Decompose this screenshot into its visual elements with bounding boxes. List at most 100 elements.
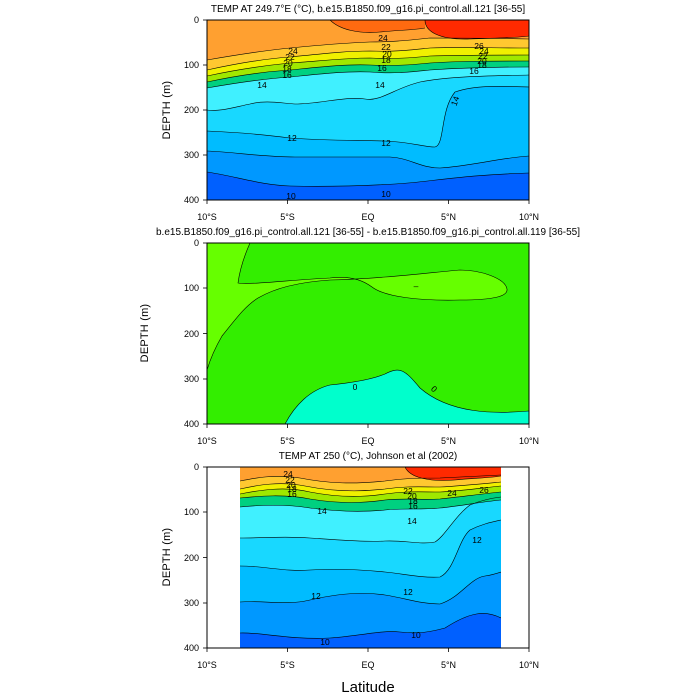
panel-3-contour-labels: 24 22 20 18 16 14 22 20 18 16 14 24 26 1…: [283, 469, 489, 647]
contour-label: 0: [429, 384, 440, 395]
p2-band-neg-a: [285, 370, 529, 424]
panel-2-contour-lines: [207, 243, 529, 424]
panel-3-contour-fill: [240, 467, 501, 648]
contour-label: 12: [403, 587, 413, 597]
contour-label: 20: [283, 58, 293, 68]
contour-label: 22: [478, 51, 488, 61]
y-tick-label: 100: [184, 60, 199, 70]
contour-label: 14: [375, 80, 385, 90]
panel-2-contour-labels: 0 0 –: [353, 281, 440, 394]
contour-label: 14: [407, 516, 417, 526]
contour-label: 16: [377, 63, 387, 73]
contour-label: 12: [472, 535, 482, 545]
panel-2-contour-fill: [207, 243, 529, 424]
y-tick-label: 100: [184, 507, 199, 517]
x-tick-label: 5°S: [280, 436, 295, 446]
x-tick-label: 10°N: [519, 212, 539, 222]
contour-label: 20: [286, 480, 296, 490]
x-tick-label: 10°S: [197, 212, 217, 222]
x-tick-label: 10°N: [519, 660, 539, 670]
panel-1-ticks: [203, 19, 530, 204]
panel-3: TEMP AT 250 (°C), Johnson et al (2002): [161, 451, 539, 696]
contour-label: 26: [474, 41, 484, 51]
contour-label: 24: [447, 488, 457, 498]
contour-label: 20: [382, 49, 392, 59]
y-tick-label: 300: [184, 374, 199, 384]
panel-3-title: TEMP AT 250 (°C), Johnson et al (2002): [279, 451, 458, 462]
x-tick-label: EQ: [361, 212, 374, 222]
contour-label: 10: [381, 189, 391, 199]
x-tick-label: 5°N: [441, 436, 456, 446]
panel-2: b.e15.B1850.f09_g16.pi_control.all.121 […: [139, 227, 580, 446]
contour-label: 16: [287, 489, 297, 499]
contour-label: 24: [479, 46, 489, 56]
panel-1-contour-lines: [207, 20, 529, 187]
panel-3-ticks: [203, 466, 530, 652]
y-tick-label: 400: [184, 419, 199, 429]
panel-3-y-ticklabels: 0 100 200 300 400: [184, 462, 199, 653]
y-tick-label: 400: [184, 643, 199, 653]
panel-2-x-ticklabels: 10°S 5°S EQ 5°N 10°N: [197, 436, 539, 446]
panel-1: TEMP AT 249.7°E (°C), b.e15.B1850.f09_g1…: [161, 4, 539, 222]
panel-1-x-ticklabels: 10°S 5°S EQ 5°N 10°N: [197, 212, 539, 222]
contour-label: 22: [403, 486, 413, 496]
p2-band-pos-a: [207, 243, 250, 283]
x-tick-label: 5°S: [280, 660, 295, 670]
contour-label: 20: [407, 491, 417, 501]
x-tick-label: 10°S: [197, 660, 217, 670]
panel-2-ticks: [203, 242, 530, 428]
contour-label: 0: [353, 382, 358, 392]
panel-1-title: TEMP AT 249.7°E (°C), b.e15.B1850.f09_g1…: [211, 4, 526, 15]
contour-label: 20: [477, 56, 487, 66]
p1-band-25: [330, 20, 425, 33]
contour-label: 10: [286, 191, 296, 201]
contour-label: 12: [381, 138, 391, 148]
contour-label: 14: [257, 80, 267, 90]
y-tick-label: 0: [194, 462, 199, 472]
p1-band-26: [425, 20, 529, 40]
x-tick-label: 5°N: [441, 660, 456, 670]
panel-1-y-axis-title: DEPTH (m): [161, 81, 173, 140]
contour-label: 10: [320, 637, 330, 647]
contour-label: 18: [381, 55, 391, 65]
contour-label: 26: [479, 485, 489, 495]
contour-label: 12: [311, 591, 321, 601]
contour-label: 18: [408, 496, 418, 506]
contour-label: 16: [282, 70, 292, 80]
panel-3-x-ticklabels: 10°S 5°S EQ 5°N 10°N: [197, 660, 539, 670]
x-tick-label: 10°N: [519, 436, 539, 446]
contour-label: 18: [282, 64, 292, 74]
y-tick-label: 100: [184, 283, 199, 293]
panel-1-contour-fill: [207, 20, 529, 200]
figure-x-axis-title: Latitude: [341, 679, 394, 696]
contour-label: 16: [408, 501, 418, 511]
x-tick-label: 5°S: [280, 212, 295, 222]
y-tick-label: 300: [184, 150, 199, 160]
contour-label: 22: [285, 52, 295, 62]
p2-band-pos-b: [207, 270, 508, 370]
x-tick-label: 10°S: [197, 436, 217, 446]
y-tick-label: 200: [184, 105, 199, 115]
y-tick-label: 400: [184, 195, 199, 205]
contour-label: 14: [317, 506, 327, 516]
contour-label: 18: [287, 484, 297, 494]
contour-label: 12: [287, 133, 297, 143]
contour-label: 22: [285, 475, 295, 485]
x-tick-label: EQ: [361, 660, 374, 670]
x-tick-label: 5°N: [441, 212, 456, 222]
panel-1-contour-labels: 24 22 20 18 16 14 24 22 20 18 16 14 26 2…: [257, 33, 489, 201]
x-tick-label: EQ: [361, 436, 374, 446]
contour-label: 18: [477, 60, 487, 70]
contour-label: 16: [469, 66, 479, 76]
panel-2-y-ticklabels: 0 100 200 300 400: [184, 238, 199, 429]
contour-label: 24: [378, 33, 388, 43]
panel-1-y-ticklabels: 0 100 200 300 400: [184, 15, 199, 205]
contour-label: 10: [411, 630, 421, 640]
panel-3-y-axis-title: DEPTH (m): [161, 528, 173, 587]
panel-2-y-axis-title: DEPTH (m): [139, 304, 151, 363]
contour-label: –: [414, 281, 419, 291]
contour-label: 22: [381, 42, 391, 52]
panel-2-title: b.e15.B1850.f09_g16.pi_control.all.121 […: [156, 227, 580, 238]
y-tick-label: 200: [184, 329, 199, 339]
